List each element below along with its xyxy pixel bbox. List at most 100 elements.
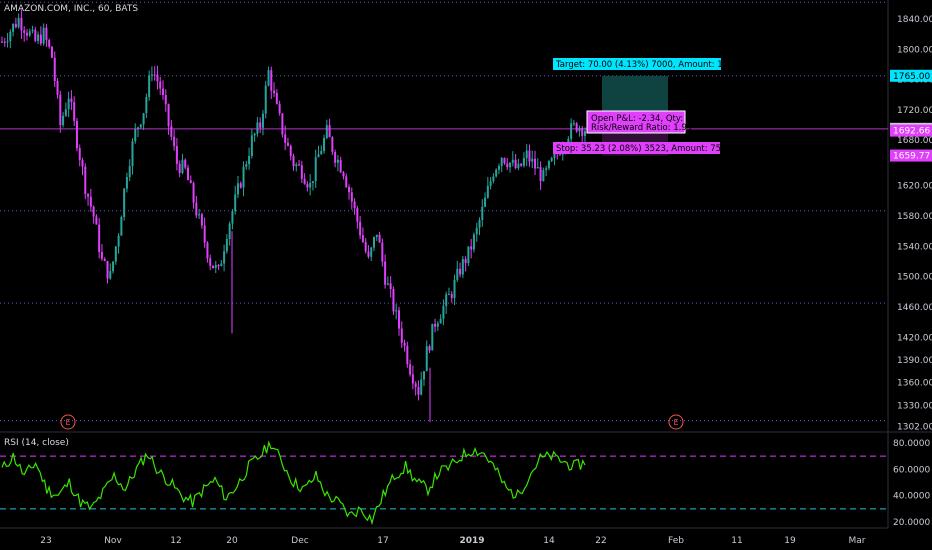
candle-body: [500, 158, 503, 166]
candle-body: [353, 201, 356, 209]
x-label-0: 23: [40, 536, 51, 546]
candle-body: [228, 223, 231, 240]
candle-body: [414, 383, 417, 387]
candle-body: [31, 29, 34, 32]
candle-body: [150, 74, 153, 76]
candle-body: [23, 30, 26, 33]
earnings-marker-0: [60, 414, 76, 430]
candle-body: [50, 46, 53, 58]
candle-body: [192, 183, 195, 203]
rsi-line: [1, 440, 586, 526]
candles: [1, 9, 586, 401]
candle-body: [434, 323, 437, 327]
stop-label-bg: [553, 142, 720, 154]
candle-body: [106, 261, 109, 279]
y-tick-9: 1460.00: [897, 303, 932, 313]
candle-body: [300, 165, 303, 179]
candle-body: [373, 236, 376, 248]
x-label-12: Mar: [849, 536, 866, 546]
candle-body: [475, 227, 478, 235]
candle-body: [100, 252, 103, 259]
candle-body: [117, 235, 120, 247]
candle-body: [256, 122, 259, 134]
y-tick-10: 1420.00: [897, 333, 932, 343]
candle-body: [578, 128, 581, 132]
candle-body: [420, 379, 423, 395]
candle-body: [572, 123, 575, 125]
candle-body: [331, 137, 334, 153]
candle-body: [295, 164, 298, 167]
candle-body: [1, 41, 3, 43]
candle-body: [309, 182, 312, 188]
candle-body: [497, 165, 500, 170]
candle-body: [253, 133, 256, 136]
candle-body: [284, 134, 287, 143]
pl-box: [586, 110, 686, 134]
candle-body: [109, 271, 112, 279]
y-tick-3: 1720.00: [897, 106, 932, 116]
target-label: Target: 70.00 (4.13%) 7000, Amount: 1490: [555, 60, 739, 70]
open-pl-label: Open P&L: -2.34, Qty: 7: [591, 114, 691, 124]
candle-body: [87, 193, 90, 197]
candle-body: [409, 364, 412, 375]
candle-body: [200, 214, 203, 226]
candle-body: [142, 113, 145, 125]
x-label-11: 19: [784, 536, 796, 546]
candle-body: [242, 166, 245, 188]
candle-body: [236, 183, 239, 195]
candle-body: [273, 90, 276, 94]
candle-body: [397, 310, 400, 329]
candle-body: [528, 150, 531, 162]
candle-body: [64, 109, 67, 116]
candle-body: [292, 155, 295, 167]
candle-body: [164, 94, 167, 105]
candle-body: [195, 202, 198, 216]
candle-body: [175, 146, 178, 164]
candle-body: [56, 81, 59, 95]
x-label-5: 17: [377, 536, 388, 546]
candle-body: [178, 163, 181, 173]
candle-body: [336, 159, 339, 163]
candle-body: [139, 124, 142, 128]
candle-body: [220, 263, 223, 267]
y-tick-8: 1500.00: [897, 273, 932, 283]
candle-body: [267, 70, 270, 86]
candle-body: [422, 371, 425, 380]
candle-body: [320, 150, 323, 155]
candle-body: [214, 265, 217, 269]
y-tick-5: 1620.00: [897, 182, 932, 192]
candle-body: [6, 41, 9, 43]
price-tag-label-3: 1659.77: [893, 152, 930, 162]
candle-body: [84, 166, 87, 194]
price-tag-label-2: 1692.66: [893, 127, 930, 137]
rsi-title: RSI (14, close): [4, 438, 69, 448]
candle-body: [95, 216, 98, 225]
candle-body: [298, 164, 301, 166]
candle-body: [356, 208, 359, 222]
candle-body: [311, 181, 314, 183]
candle-body: [162, 88, 165, 95]
rsi-tick-2: 40.0000: [893, 492, 930, 502]
candle-body: [542, 170, 545, 182]
candle-body: [447, 294, 450, 296]
y-tick-1: 1800.00: [897, 45, 932, 55]
candle-body: [539, 167, 542, 182]
candle-body: [536, 167, 539, 169]
candle-body: [511, 159, 514, 163]
candle-body: [239, 183, 242, 188]
candle-body: [131, 141, 134, 167]
candle-body: [245, 164, 248, 167]
x-label-3: 20: [226, 536, 238, 546]
candle-body: [342, 172, 345, 177]
candle-body: [514, 159, 517, 168]
candle-body: [384, 261, 387, 285]
candle-body: [59, 94, 62, 126]
candle-body: [467, 246, 470, 264]
earnings-label-0: E: [65, 418, 70, 427]
y-tick-7: 1540.00: [897, 242, 932, 252]
candle-body: [481, 206, 484, 221]
candle-body: [73, 102, 76, 121]
candle-body: [98, 224, 101, 253]
candle-body: [450, 294, 453, 298]
candle-body: [520, 163, 523, 166]
